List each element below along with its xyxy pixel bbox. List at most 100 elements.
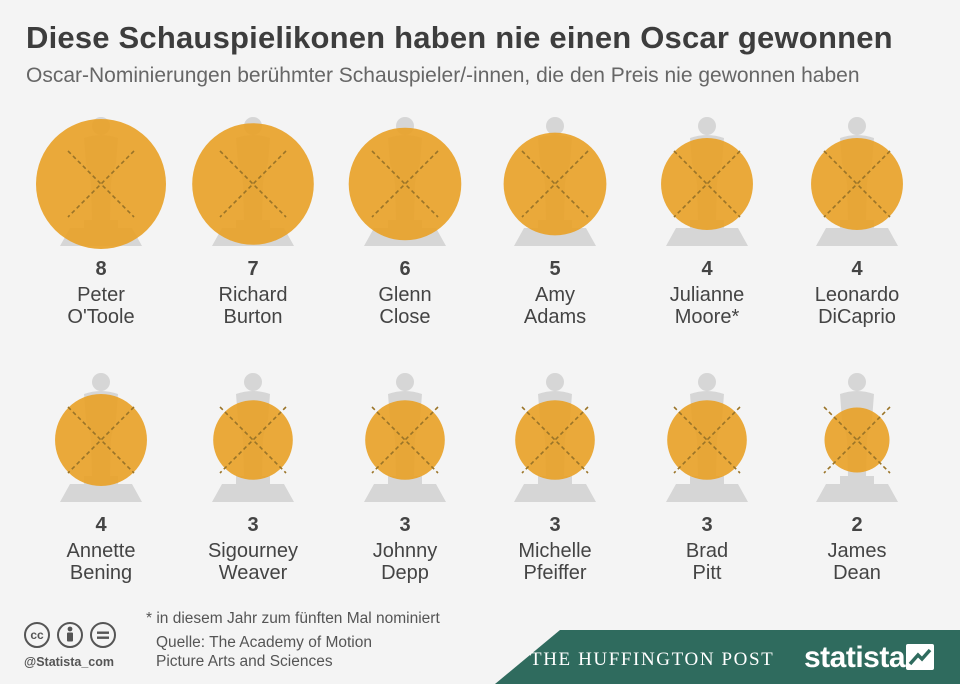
cross-icon [521,150,589,218]
actor-name: Leonardo DiCaprio [782,284,932,328]
nomination-bubble [36,119,166,249]
actor-cell: 6 Glenn Close [330,112,480,352]
source-line-2: Picture Arts and Sciences [156,653,333,670]
cross-icon [673,406,741,474]
actor-cell: 3 Johnny Depp [330,368,480,608]
cross-icon [67,406,135,474]
oscar-statue-graphic [36,117,166,249]
statista-logo[interactable]: statista [804,641,906,674]
nomination-count: 7 [247,258,259,280]
cross-icon [823,150,891,218]
nomination-count: 3 [399,514,411,536]
cross-icon [521,406,589,474]
actor-cell: 4 Annette Bening [26,368,176,608]
actor-last-name: Bening [69,562,133,584]
oscar-statue-graphic [364,373,446,502]
actor-first-name: Brad [685,540,729,562]
actor-first-name: Michelle [518,540,592,562]
equal-icon [90,622,116,648]
actor-first-name: Sigourney [207,540,299,562]
statista-handle[interactable]: @Statista_com [24,655,114,669]
nomination-count: 3 [247,514,259,536]
nomination-bubble [192,123,314,245]
actor-first-name: Amy [535,284,575,306]
actor-name: Julianne Moore* [632,284,782,328]
actor-cell: 5 Amy Adams [480,112,630,352]
cross-icon [371,150,439,218]
nomination-count: 6 [399,258,411,280]
nomination-count: 3 [549,514,561,536]
actor-cell: 3 Michelle Pfeiffer [480,368,630,608]
nomination-count: 4 [851,258,863,280]
oscar-statue-graphic [55,373,147,502]
cross-icon [67,150,135,218]
cc-icon: cc [24,622,50,648]
oscar-statue-graphic [514,373,596,502]
cross-icon [823,406,891,474]
actor-name: Richard Burton [178,284,328,328]
cross-icon [673,150,741,218]
bubble-grid: 8 Peter O'Toole 7 Richard Burton 6 Glenn Close 5 A… [26,112,932,584]
nomination-count: 4 [95,514,107,536]
cross-icon [371,406,439,474]
actor-first-name: Glenn [378,284,432,306]
actor-name: Michelle Pfeiffer [480,540,630,584]
actor-last-name: O'Toole [67,306,135,328]
actor-name: James Dean [782,540,932,584]
cross-icon [219,406,287,474]
actor-first-name: Leonardo [814,284,900,306]
nomination-bubble [667,400,747,480]
actor-last-name: Weaver [218,562,288,584]
actor-name: Brad Pitt [632,540,782,584]
footnote: * in diesem Jahr zum fünften Mal nominie… [146,610,440,627]
actor-last-name: Burton [223,306,283,328]
nomination-count: 2 [851,514,863,536]
source-line-1: Quelle: The Academy of Motion [156,634,372,651]
page-subtitle: Oscar-Nominierungen berühmter Schauspiel… [26,64,860,87]
actor-first-name: Julianne [669,284,745,306]
huffington-post-logo[interactable]: THE HUFFINGTON POST [530,649,775,670]
actor-last-name: Pfeiffer [523,562,587,584]
oscar-statue-graphic [661,117,753,246]
actor-last-name: Adams [523,306,587,328]
actor-cell: 4 Leonardo DiCaprio [782,112,932,352]
actor-first-name: Johnny [372,540,438,562]
source-note: Quelle: The Academy of Motion Picture Ar… [156,633,372,671]
actor-cell: 3 Sigourney Weaver [178,368,328,608]
actor-name: Sigourney Weaver [178,540,328,584]
nomination-count: 5 [549,258,561,280]
actor-cell: 3 Brad Pitt [632,368,782,608]
actor-first-name: James [827,540,887,562]
nomination-count: 3 [701,514,713,536]
actor-last-name: Close [379,306,431,328]
actor-first-name: Annette [66,540,136,562]
actor-last-name: DiCaprio [818,306,896,328]
actor-cell: 8 Peter O'Toole [26,112,176,352]
oscar-statue-graphic [503,117,607,246]
oscar-statue-graphic [212,373,294,502]
by-icon [57,622,83,648]
nomination-bubble [365,400,445,480]
actor-name: Glenn Close [330,284,480,328]
actor-first-name: Richard [218,284,288,306]
nomination-count: 4 [701,258,713,280]
actor-last-name: Dean [833,562,881,584]
actor-last-name: Pitt [692,562,722,584]
actor-cell: 2 James Dean [782,368,932,608]
actor-name: Peter O'Toole [26,284,176,328]
oscar-statue-graphic [192,117,314,246]
nomination-bubble [503,132,607,236]
oscar-statue-graphic [348,117,462,246]
nomination-bubble [515,400,595,480]
actor-cell: 7 Richard Burton [178,112,328,352]
oscar-statue-graphic [816,373,898,502]
cross-icon [219,150,287,218]
actor-name: Johnny Depp [330,540,480,584]
statista-logo-icon [906,644,934,670]
oscar-statue-graphic [811,117,903,246]
actor-first-name: Peter [77,284,125,306]
actor-last-name: Depp [381,562,429,584]
oscar-statue-graphic [666,373,748,502]
nomination-bubble [348,127,462,241]
nomination-count: 8 [95,258,107,280]
